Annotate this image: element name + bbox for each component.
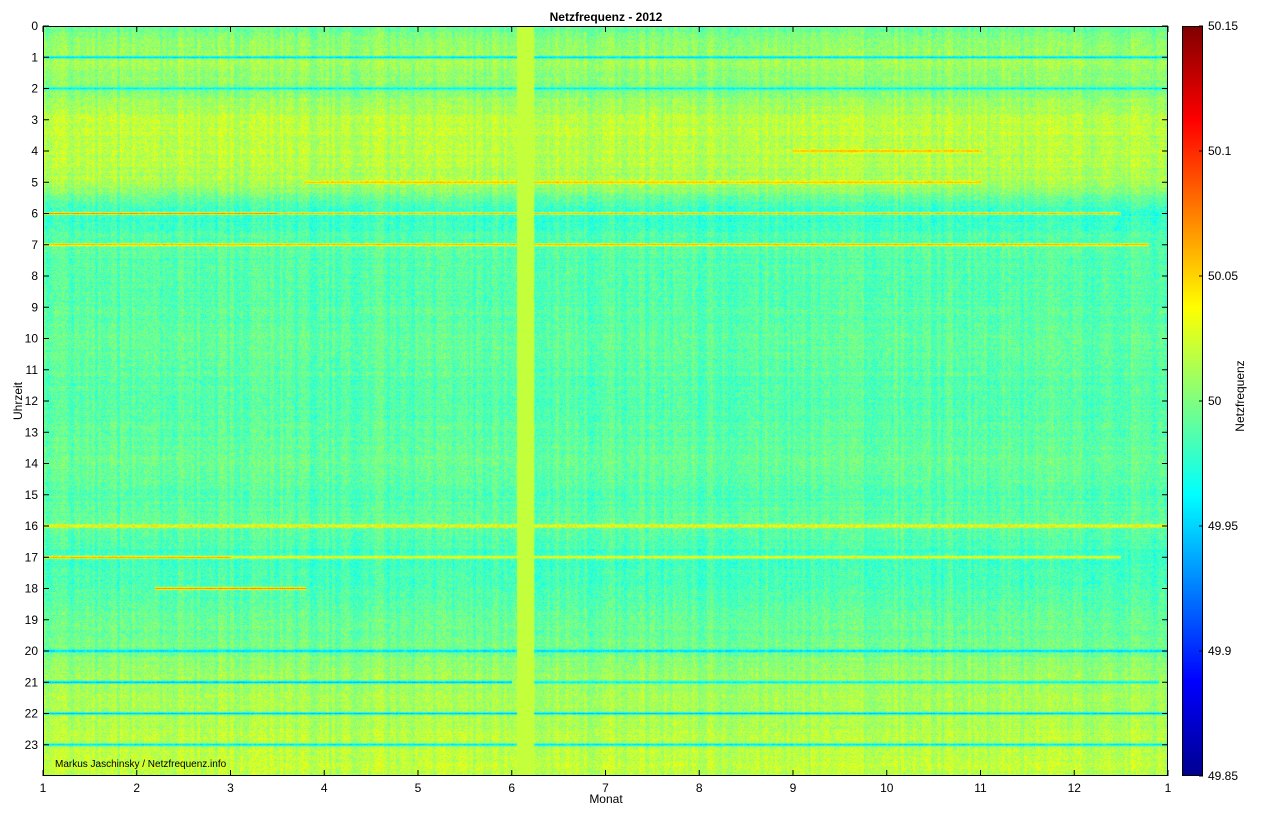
- x-tick-label: 12: [1068, 781, 1082, 795]
- x-tick-label: 11: [974, 781, 987, 795]
- colorbar-tick-label: 50: [1208, 394, 1222, 408]
- y-tick-label: 23: [25, 738, 39, 752]
- y-tick-label: 10: [25, 332, 39, 346]
- x-tick-label: 1: [40, 781, 47, 795]
- colorbar-tick-label: 50.15: [1208, 19, 1238, 33]
- y-axis-label: Uhrzeit: [11, 381, 25, 420]
- y-tick-label: 21: [25, 675, 39, 689]
- x-tick-label: 10: [880, 781, 894, 795]
- y-tick-label: 3: [31, 113, 38, 127]
- x-tick-label: 2: [133, 781, 140, 795]
- y-tick-label: 4: [31, 144, 38, 158]
- plot-border: [43, 26, 1168, 776]
- x-tick-label: 8: [696, 781, 703, 795]
- colorbar: [1182, 26, 1203, 776]
- colorbar-tick-label: 49.85: [1208, 769, 1238, 783]
- x-tick-label: 5: [415, 781, 422, 795]
- y-tick-label: 8: [31, 269, 38, 283]
- y-tick-label: 20: [25, 644, 39, 658]
- y-tick-label: 7: [31, 238, 38, 252]
- author-annotation: Markus Jaschinsky / Netzfrequenz.info: [55, 759, 227, 770]
- heatmap-plot-area: [43, 26, 1168, 776]
- x-tick-label: 9: [790, 781, 797, 795]
- y-tick-label: 19: [25, 613, 39, 627]
- y-tick-label: 14: [25, 457, 39, 471]
- y-tick-label: 6: [31, 207, 38, 221]
- y-tick-label: 5: [31, 175, 38, 189]
- x-tick-label: 4: [321, 781, 328, 795]
- colorbar-tick-label: 49.95: [1208, 519, 1238, 533]
- x-tick-label: 7: [602, 781, 609, 795]
- y-tick-label: 11: [26, 363, 39, 377]
- colorbar-label: Netzfrequenz: [1233, 360, 1247, 431]
- colorbar-tick-label: 50.05: [1208, 269, 1238, 283]
- y-tick-label: 18: [25, 582, 39, 596]
- y-tick-label: 13: [25, 425, 39, 439]
- y-tick-label: 17: [25, 550, 39, 564]
- x-axis-label: Monat: [589, 792, 623, 806]
- y-tick-label: 15: [25, 488, 39, 502]
- y-tick-label: 2: [31, 82, 38, 96]
- chart-title: Netzfrequenz - 2012: [550, 10, 663, 24]
- x-axis-ticks: 1 2 3 4 5 6 7 8 9 10 11 12 1: [40, 26, 1172, 795]
- x-tick-label: 1: [1165, 781, 1172, 795]
- y-tick-label: 0: [31, 19, 38, 33]
- colorbar-ticks: 49.85 49.9 49.95 50 50.05 50.1 50.15: [1199, 19, 1238, 783]
- y-tick-label: 9: [31, 300, 38, 314]
- colorbar-tick-label: 49.9: [1208, 644, 1232, 658]
- x-tick-label: 3: [227, 781, 234, 795]
- y-tick-label: 16: [25, 519, 39, 533]
- y-tick-label: 12: [25, 394, 39, 408]
- x-tick-label: 6: [508, 781, 515, 795]
- colorbar-tick-label: 50.1: [1208, 144, 1232, 158]
- y-tick-label: 1: [31, 50, 38, 64]
- y-tick-label: 22: [25, 707, 39, 721]
